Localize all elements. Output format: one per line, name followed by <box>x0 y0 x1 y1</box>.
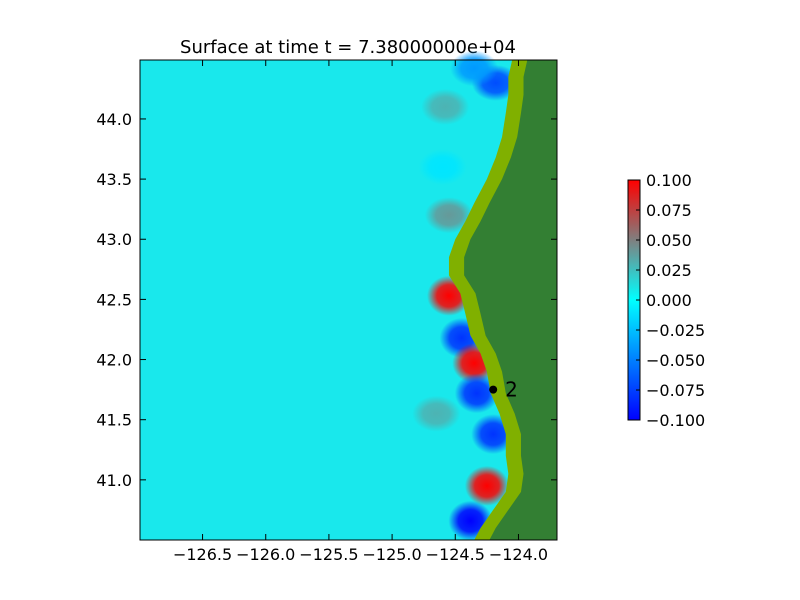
land-mass <box>464 60 557 540</box>
surface-anomaly-positive <box>412 395 461 432</box>
y-tick-label: 42.0 <box>96 351 132 370</box>
x-tick-label: −124.0 <box>489 545 548 564</box>
y-tick-label: 41.0 <box>96 471 132 490</box>
colorbar: 0.100 0.075 0.050 0.025 0.000 −0.025 −0.050 −0.… <box>627 171 705 430</box>
colorbar-tick-label: −0.100 <box>646 411 705 430</box>
surface-anomaly-negative <box>450 50 499 87</box>
surface-anomaly-negative <box>418 149 467 186</box>
surface-anomaly-positive <box>464 465 509 506</box>
colorbar-tick-label: 0.050 <box>646 231 692 250</box>
chart-title: Surface at time t = 7.38000000e+04 <box>180 37 516 58</box>
colorbar-tick-label: 0.000 <box>646 291 692 310</box>
x-tick-label: −125.5 <box>299 545 358 564</box>
y-tick-label: 41.5 <box>96 411 132 430</box>
gauge-label: 2 <box>505 378 518 402</box>
surface-anomaly-positive <box>421 88 470 125</box>
x-tick-label: −124.5 <box>426 545 485 564</box>
surface-anomaly-layer <box>412 50 520 541</box>
colorbar-tick-label: −0.050 <box>646 351 705 370</box>
y-tick-label: 44.0 <box>96 110 132 129</box>
colorbar-tick-label: 0.025 <box>646 261 692 280</box>
colorbar-tick-label: 0.075 <box>646 201 692 220</box>
y-tick-label: 43.5 <box>96 170 132 189</box>
surface-anomaly-positive <box>424 197 473 234</box>
plot-area: 2 <box>139 50 558 541</box>
colorbar-tick-label: −0.025 <box>646 321 705 340</box>
x-tick-label: −125.0 <box>362 545 421 564</box>
x-axis: −126.5 −126.0 −125.5 −125.0 −124.5 −124.0 <box>173 60 548 564</box>
y-axis: 41.0 41.5 42.0 42.5 43.0 43.5 44.0 <box>96 110 557 490</box>
colorbar-tick-label: 0.100 <box>646 171 692 190</box>
x-tick-label: −126.0 <box>236 545 295 564</box>
colorbar-ticks: 0.100 0.075 0.050 0.025 0.000 −0.025 −0.050 −0.… <box>636 171 705 430</box>
colorbar-tick-label: −0.075 <box>646 381 705 400</box>
x-tick-label: −126.5 <box>173 545 232 564</box>
surface-anomaly-negative <box>454 373 499 414</box>
gauge-marker-group: 2 <box>489 378 518 402</box>
y-tick-label: 42.5 <box>96 290 132 309</box>
gauge-marker <box>489 385 498 394</box>
y-tick-label: 43.0 <box>96 230 132 249</box>
plot-frame <box>139 59 558 541</box>
